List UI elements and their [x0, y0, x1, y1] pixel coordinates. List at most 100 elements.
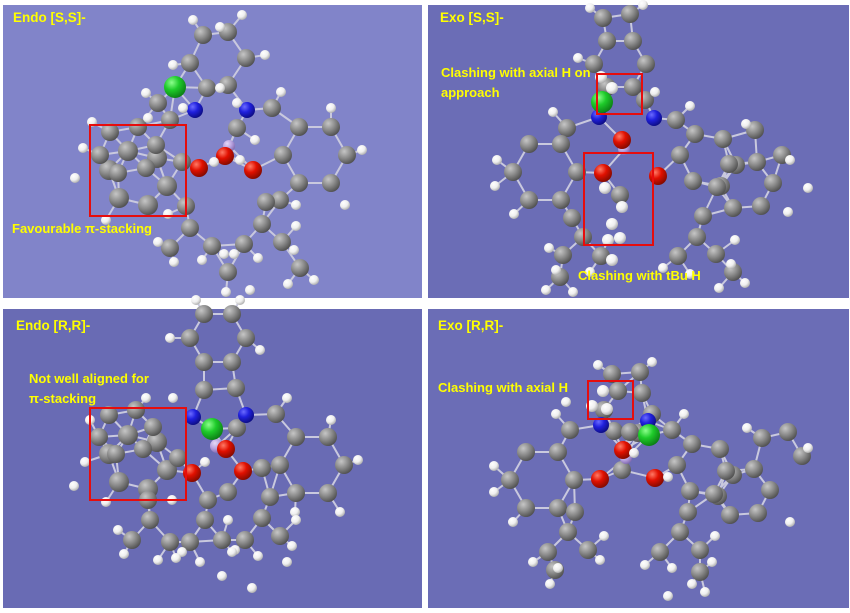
atom-H: [803, 183, 813, 193]
atom-H: [561, 397, 571, 407]
annotation-endo-ss-0: Favourable π-stacking: [12, 221, 152, 236]
atom-C: [637, 55, 655, 73]
atom-Cl: [164, 76, 186, 98]
atom-C: [624, 78, 642, 96]
atom-C: [161, 239, 179, 257]
atom-C: [290, 174, 308, 192]
atom-H: [232, 98, 242, 108]
atom-C: [157, 176, 177, 196]
atom-C: [721, 506, 739, 524]
atom-C: [149, 94, 167, 112]
atom-H: [544, 243, 554, 253]
atom-C: [267, 405, 285, 423]
atom-H: [658, 263, 668, 273]
atom-H: [551, 409, 561, 419]
atom-C: [196, 511, 214, 529]
atom-C: [720, 155, 738, 173]
atom-H: [601, 403, 613, 415]
atom-C: [141, 511, 159, 529]
atom-C: [688, 228, 706, 246]
atom-H: [235, 155, 245, 165]
atom-C: [549, 499, 567, 517]
atom-H: [282, 557, 292, 567]
atom-H: [287, 541, 297, 551]
atom-C: [764, 174, 782, 192]
atom-H: [247, 583, 257, 593]
panel-endo-rr: [3, 309, 422, 608]
atom-C: [566, 503, 584, 521]
atom-H: [685, 101, 695, 111]
atom-O: [217, 440, 235, 458]
atom-H: [165, 333, 175, 343]
atom-H: [586, 400, 598, 412]
atom-C: [594, 9, 612, 27]
atom-H: [585, 267, 595, 277]
atom-H: [700, 587, 710, 597]
atom-C: [109, 188, 129, 208]
atom-C: [621, 423, 639, 441]
atom-C: [707, 245, 725, 263]
panel-title-endo-rr: Endo [R,R]-: [16, 318, 91, 333]
atom-C: [181, 54, 199, 72]
atom-C: [261, 488, 279, 506]
highlight-box-exo-ss-1: [583, 152, 654, 246]
atom-H: [229, 249, 239, 259]
atom-C: [552, 135, 570, 153]
atom-H: [309, 275, 319, 285]
atom-C: [686, 125, 704, 143]
atom-C: [118, 425, 138, 445]
atom-C: [558, 119, 576, 137]
atom-C: [227, 379, 245, 397]
atom-N: [646, 110, 662, 126]
atom-O: [614, 441, 632, 459]
atom-H: [191, 295, 201, 305]
atom-C: [147, 136, 165, 154]
atom-C: [651, 543, 669, 561]
atom-C: [668, 456, 686, 474]
atom-H: [250, 135, 260, 145]
annotation-endo-rr-0: Not well aligned for π-stacking: [29, 371, 149, 406]
atom-O: [183, 464, 201, 482]
atom-H: [585, 3, 595, 13]
atom-C: [663, 421, 681, 439]
atom-C: [91, 146, 109, 164]
atom-C: [745, 460, 763, 478]
atom-H: [221, 287, 231, 297]
atom-C: [253, 215, 271, 233]
atom-H: [599, 182, 611, 194]
atom-H: [742, 423, 752, 433]
atom-C: [161, 533, 179, 551]
atom-H: [70, 173, 80, 183]
atom-H: [178, 103, 188, 113]
atom-C: [752, 197, 770, 215]
atom-C: [554, 246, 572, 264]
atom-C: [624, 32, 642, 50]
atom-C: [257, 193, 275, 211]
atom-C: [563, 209, 581, 227]
molecule-exo-rr: [489, 357, 813, 601]
atom-H: [730, 235, 740, 245]
atom-H: [568, 287, 578, 297]
atom-H: [606, 254, 618, 266]
atom-H: [647, 357, 657, 367]
atom-C: [237, 49, 255, 67]
atom-C: [520, 135, 538, 153]
atom-N: [239, 102, 255, 118]
atom-C: [335, 456, 353, 474]
atom-C: [100, 406, 118, 424]
atom-H: [597, 385, 609, 397]
atom-C: [609, 382, 627, 400]
atom-H: [291, 200, 301, 210]
atom-H: [141, 88, 151, 98]
atom-H: [785, 155, 795, 165]
atom-H: [235, 295, 245, 305]
atom-O: [234, 462, 252, 480]
atom-C: [592, 247, 610, 265]
atom-C: [195, 381, 213, 399]
atom-H: [803, 443, 813, 453]
atom-H: [741, 119, 751, 129]
atom-C: [129, 118, 147, 136]
atom-H: [602, 234, 614, 246]
atom-C: [520, 191, 538, 209]
atom-O: [646, 469, 664, 487]
